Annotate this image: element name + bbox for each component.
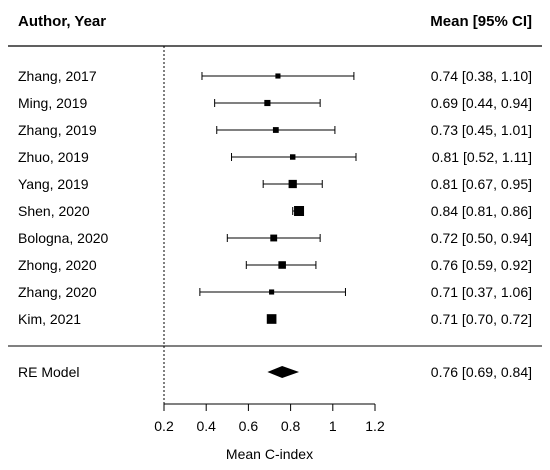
- point-estimate: [288, 179, 297, 189]
- study-ci-text: 0.84 [0.81, 0.86]: [431, 203, 532, 219]
- study-label: Yang, 2019: [18, 176, 89, 192]
- study-row: Shen, 2020 0.84 [0.81, 0.86]: [18, 203, 532, 219]
- summary-diamond: [267, 366, 300, 378]
- x-tick-label: 0.6: [239, 418, 259, 434]
- x-tick-label: 0.4: [196, 418, 216, 434]
- study-ci-text: 0.81 [0.52, 1.11]: [432, 149, 532, 165]
- header-right: Mean [95% CI]: [430, 13, 532, 30]
- point-estimate: [264, 99, 271, 107]
- x-axis: 0.2 0.4 0.6 0.8 1 1.2 Mean C-index: [154, 403, 385, 462]
- point-estimate: [289, 154, 296, 160]
- study-row: Zhong, 2020 0.76 [0.59, 0.92]: [18, 257, 532, 273]
- study-label: Zhong, 2020: [18, 257, 97, 273]
- point-estimate: [272, 127, 279, 133]
- study-ci-text: 0.74 [0.38, 1.10]: [431, 68, 532, 84]
- point-estimate: [269, 289, 275, 295]
- study-label: Zhang, 2017: [18, 68, 97, 84]
- study-label: Zhang, 2019: [18, 122, 97, 138]
- study-row: Ming, 2019 0.69 [0.44, 0.94]: [18, 95, 532, 111]
- study-ci-text: 0.76 [0.59, 0.92]: [431, 257, 532, 273]
- study-label: Zhang, 2020: [18, 284, 97, 300]
- summary-ci-text: 0.76 [0.69, 0.84]: [431, 364, 532, 380]
- study-label: Kim, 2021: [18, 311, 81, 327]
- study-row: Zhang, 2017 0.74 [0.38, 1.10]: [18, 68, 532, 84]
- header-left: Author, Year: [18, 13, 106, 30]
- study-label: Ming, 2019: [18, 95, 87, 111]
- study-ci-text: 0.69 [0.44, 0.94]: [431, 95, 532, 111]
- study-ci-text: 0.71 [0.70, 0.72]: [431, 311, 532, 327]
- x-tick-label: 0.8: [281, 418, 301, 434]
- study-row: Bologna, 2020 0.72 [0.50, 0.94]: [18, 230, 532, 246]
- point-estimate: [294, 206, 305, 216]
- study-rows: Zhang, 2017 0.74 [0.38, 1.10] Ming, 2019 0.…: [18, 68, 532, 327]
- study-label: Zhuo, 2019: [18, 149, 89, 165]
- point-estimate: [270, 234, 278, 242]
- study-row: Zhang, 2019 0.73 [0.45, 1.01]: [18, 122, 532, 138]
- study-row: Kim, 2021 0.71 [0.70, 0.72]: [18, 311, 532, 327]
- point-estimate: [278, 261, 286, 269]
- study-label: Shen, 2020: [18, 203, 90, 219]
- study-ci-text: 0.72 [0.50, 0.94]: [431, 230, 532, 246]
- x-tick-label: 0.2: [154, 418, 174, 434]
- study-ci-text: 0.81 [0.67, 0.95]: [431, 176, 532, 192]
- point-estimate: [266, 314, 277, 324]
- study-row: Yang, 2019 0.81 [0.67, 0.95]: [18, 176, 532, 192]
- study-label: Bologna, 2020: [18, 230, 109, 246]
- summary-row: RE Model 0.76 [0.69, 0.84]: [18, 364, 532, 380]
- x-tick-label: 1: [329, 418, 337, 434]
- study-row: Zhuo, 2019 0.81 [0.52, 1.11]: [18, 149, 532, 165]
- x-tick-label: 1.2: [365, 418, 385, 434]
- study-ci-text: 0.73 [0.45, 1.01]: [431, 122, 532, 138]
- summary-label: RE Model: [18, 364, 79, 380]
- x-axis-title: Mean C-index: [226, 446, 313, 462]
- study-row: Zhang, 2020 0.71 [0.37, 1.06]: [18, 284, 532, 300]
- study-ci-text: 0.71 [0.37, 1.06]: [431, 284, 532, 300]
- point-estimate: [275, 73, 281, 79]
